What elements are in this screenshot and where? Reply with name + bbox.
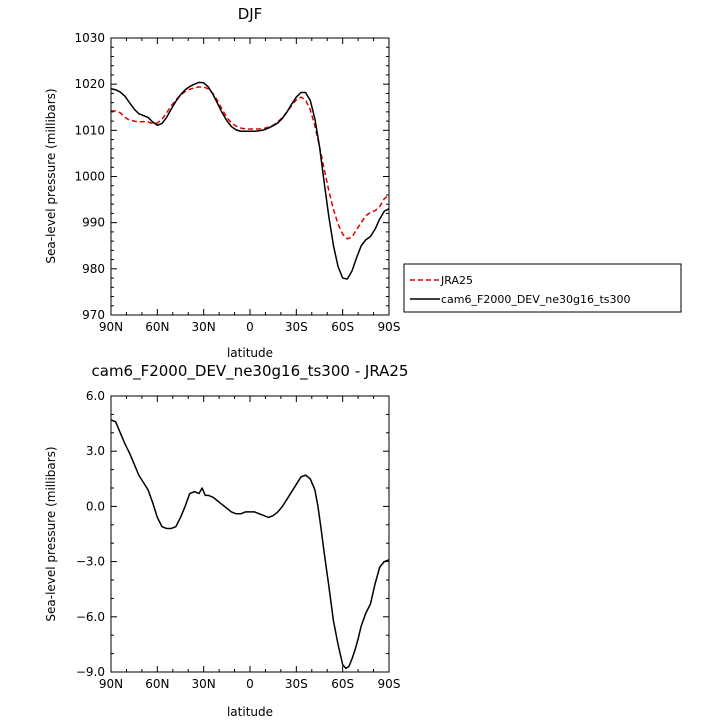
bottom-chart-panel: cam6_F2000_DEV_ne30g16_ts300 - JRA25 90N… <box>44 362 408 719</box>
top-series-jra25-line <box>111 86 390 240</box>
top-plot-lines <box>110 81 390 280</box>
top-y-axis-label: Sea-level pressure (millibars) <box>44 88 58 263</box>
top-y-tick-label: 990 <box>82 216 105 230</box>
bottom-x-tick-label: 30N <box>192 677 216 691</box>
top-x-tick-label: 0 <box>246 320 254 334</box>
top-x-tick-label: 60N <box>145 320 169 334</box>
bottom-y-tick-label: −3.0 <box>76 555 105 569</box>
top-y-tick-label: 980 <box>82 262 105 276</box>
bottom-series-difference-line <box>110 419 390 670</box>
top-x-tick-label: 30N <box>192 320 216 334</box>
legend: JRA25 cam6_F2000_DEV_ne30g16_ts300 <box>403 263 682 313</box>
bottom-x-tick-label: 30S <box>285 677 308 691</box>
top-y-tick-label: 1010 <box>74 123 105 137</box>
top-series-cam6-line <box>110 81 390 280</box>
top-x-axis: 90N 60N 30N 0 30S 60S 90S <box>99 38 401 334</box>
top-chart-title: DJF <box>238 5 263 23</box>
bottom-y-tick-label: 3.0 <box>86 444 105 458</box>
bottom-y-tick-label: −9.0 <box>76 665 105 679</box>
legend-label-jra25: JRA25 <box>440 274 473 287</box>
bottom-y-tick-label: 6.0 <box>86 389 105 403</box>
bottom-plot-frame <box>110 395 390 673</box>
bottom-y-tick-label: 0.0 <box>86 499 105 513</box>
bottom-x-tick-label: 0 <box>246 677 254 691</box>
top-x-axis-label: latitude <box>227 346 273 360</box>
top-y-tick-label: 1020 <box>74 77 105 91</box>
top-x-tick-label: 30S <box>285 320 308 334</box>
legend-label-cam6: cam6_F2000_DEV_ne30g16_ts300 <box>441 293 631 306</box>
bottom-x-axis-label: latitude <box>227 705 273 719</box>
top-x-tick-label: 90S <box>378 320 401 334</box>
bottom-x-tick-label: 90S <box>378 677 401 691</box>
bottom-chart-title: cam6_F2000_DEV_ne30g16_ts300 - JRA25 <box>92 362 409 381</box>
bottom-y-tick-label: −6.0 <box>76 610 105 624</box>
bottom-x-tick-label: 60S <box>331 677 354 691</box>
top-x-tick-label: 90N <box>99 320 123 334</box>
bottom-plot-lines <box>110 419 390 670</box>
bottom-x-tick-label: 60N <box>145 677 169 691</box>
bottom-x-axis: 90N 60N 30N 0 30S 60S 90S <box>99 396 401 691</box>
top-plot-frame <box>110 37 390 316</box>
top-y-tick-label: 1030 <box>74 31 105 45</box>
top-y-tick-label: 970 <box>82 308 105 322</box>
bottom-y-axis-label: Sea-level pressure (millibars) <box>44 446 58 621</box>
bottom-x-tick-label: 90N <box>99 677 123 691</box>
top-x-tick-label: 60S <box>331 320 354 334</box>
top-y-tick-label: 1000 <box>74 170 105 184</box>
top-chart-panel: DJF 90N 60N 30N 0 30S 60S 90S 970 980 990 1000 101… <box>44 5 400 360</box>
legend-box <box>403 263 682 313</box>
top-y-axis: 970 980 990 1000 1010 1020 1030 <box>74 31 389 322</box>
bottom-y-axis: −9.0 −6.0 −3.0 0.0 3.0 6.0 <box>76 389 389 679</box>
